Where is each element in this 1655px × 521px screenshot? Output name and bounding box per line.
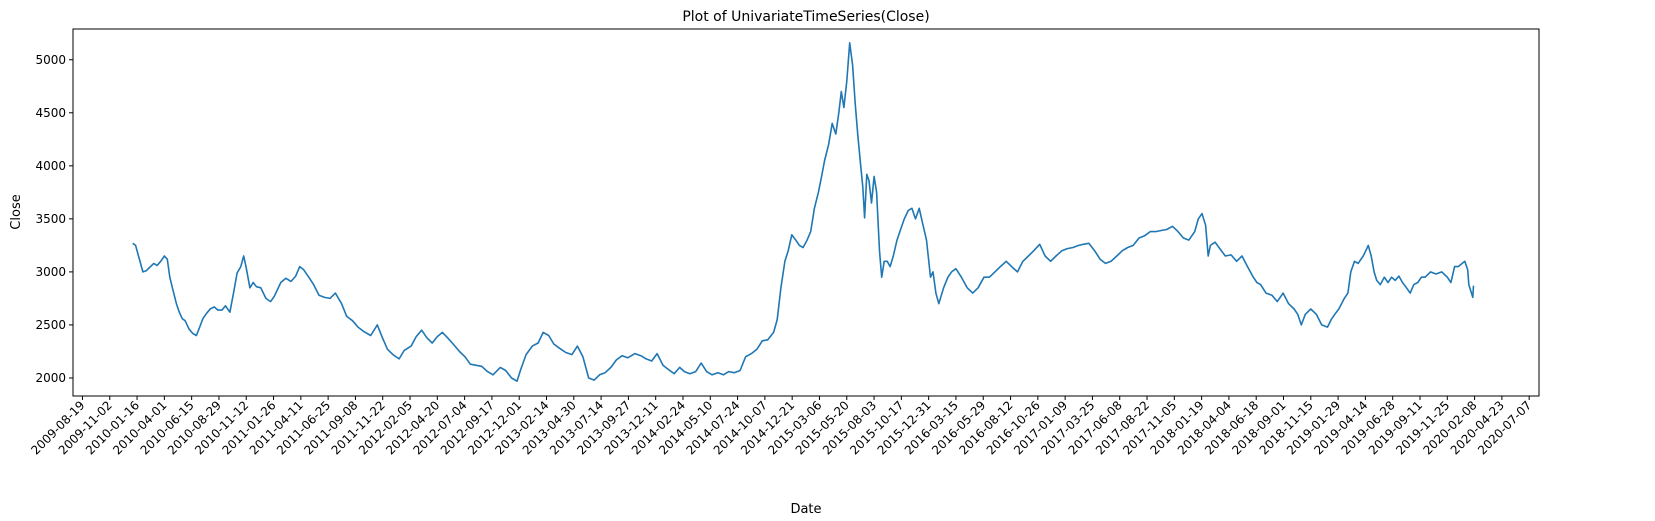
- y-tick-label: 4500: [35, 106, 66, 120]
- plot-frame: [72, 28, 1540, 397]
- y-tick-label: 2500: [35, 318, 66, 332]
- series-line: [132, 42, 1475, 382]
- y-tick-label: 4000: [35, 159, 66, 173]
- y-axis-title: Close: [9, 194, 24, 229]
- y-tick-label: 2000: [35, 371, 66, 385]
- y-tick-label: 5000: [35, 53, 66, 67]
- y-tick-label: 3000: [35, 265, 66, 279]
- y-axis-ticks: 2000 2500 3000 3500 4000 4500 5000: [35, 53, 73, 385]
- x-axis-ticks: 2009-08-192009-11-022010-01-162010-04-01…: [28, 396, 1534, 457]
- x-axis-title: Date: [790, 502, 821, 517]
- y-tick-label: 3500: [35, 212, 66, 226]
- chart-title: Plot of UnivariateTimeSeries(Close): [682, 9, 929, 25]
